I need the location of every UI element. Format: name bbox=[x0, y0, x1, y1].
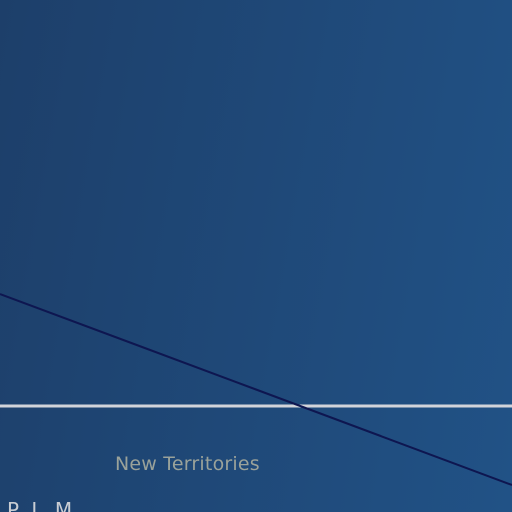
region-label: New Territories bbox=[115, 453, 260, 475]
diagonal-road-line bbox=[0, 293, 512, 486]
edge-place-label: P L M bbox=[7, 498, 76, 512]
